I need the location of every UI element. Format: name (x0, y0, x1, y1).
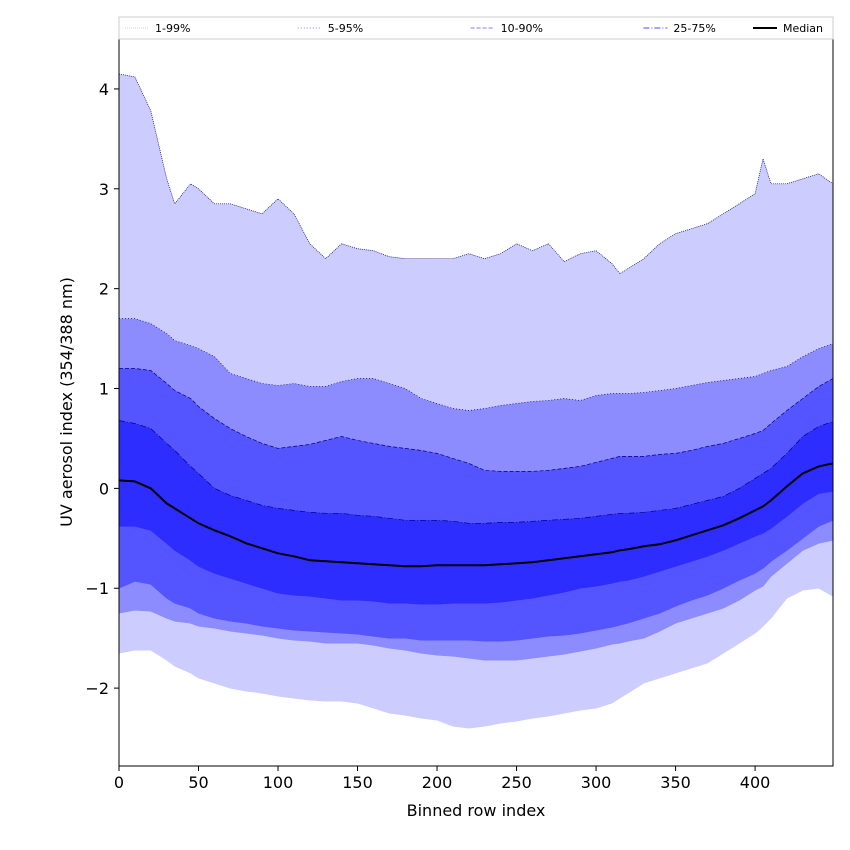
x-tick-label: 150 (342, 773, 373, 792)
legend-label: 25-75% (673, 22, 715, 35)
x-tick-label: 100 (263, 773, 294, 792)
y-tick-label: 1 (99, 380, 109, 399)
band-lower-edge (118, 587, 834, 729)
legend-label: 10-90% (501, 22, 543, 35)
y-tick-label: 0 (99, 479, 109, 498)
band-lower-edge (119, 491, 834, 605)
band-upper-edge (119, 318, 834, 411)
x-axis-label: Binned row index (407, 801, 546, 820)
x-tick-label: 400 (740, 773, 771, 792)
percentile-bands (119, 74, 833, 729)
legend: 1-99% 5-95% 10-90% 25-75% Median (118, 16, 834, 40)
x-tick-label: 300 (581, 773, 612, 792)
legend-label: 1-99% (155, 22, 190, 35)
band-upper-edge (118, 420, 834, 524)
median-line (118, 462, 834, 568)
x-tick-label: 50 (188, 773, 208, 792)
y-axis-label: UV aerosol index (354/388 nm) (57, 277, 76, 527)
band-lower-edge (118, 539, 834, 661)
y-tick-label: 3 (99, 180, 109, 199)
band-lower-edge (118, 519, 834, 642)
y-tick-label: 4 (99, 80, 109, 99)
legend-box (118, 16, 834, 40)
x-tick-label: 200 (422, 773, 453, 792)
band-25-75pct (119, 420, 833, 605)
y-tick-label: −1 (85, 579, 109, 598)
legend-entries: 1-99% 5-95% 10-90% 25-75% Median (125, 22, 823, 35)
x-axis-ticks: 0 50 100 150 200 250 300 350 400 (114, 766, 770, 792)
legend-label: 5-95% (328, 22, 363, 35)
legend-label: Median (783, 22, 823, 35)
band-upper-edge (119, 368, 834, 472)
x-tick-label: 250 (501, 773, 532, 792)
y-axis-ticks: −2 −1 0 1 2 3 4 (85, 80, 119, 698)
band-upper-edge (118, 73, 834, 275)
plot-area (118, 73, 834, 729)
x-tick-label: 350 (660, 773, 691, 792)
y-tick-label: 2 (99, 280, 109, 299)
band-edge-lines (118, 73, 834, 729)
y-tick-label: −2 (85, 679, 109, 698)
x-tick-label: 0 (114, 773, 124, 792)
